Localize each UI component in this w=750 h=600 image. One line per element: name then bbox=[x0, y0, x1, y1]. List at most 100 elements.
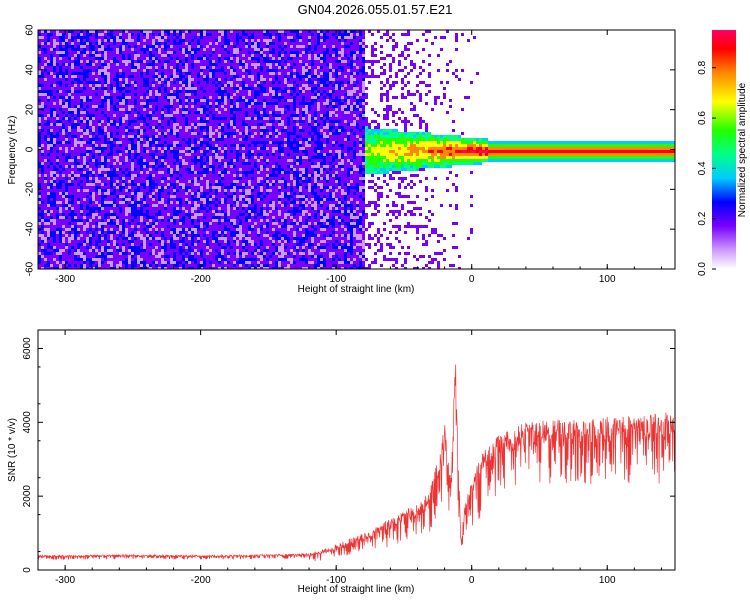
heatmap-cell bbox=[38, 78, 41, 81]
heatmap-cell bbox=[89, 183, 92, 186]
heatmap-cell bbox=[107, 216, 110, 219]
heatmap-cell bbox=[218, 45, 221, 48]
heatmap-cell bbox=[215, 258, 218, 261]
heatmap-cell bbox=[137, 183, 140, 186]
heatmap-cell bbox=[47, 243, 50, 246]
heatmap-cell bbox=[221, 177, 224, 180]
heatmap-cell bbox=[149, 180, 152, 183]
heatmap-cell bbox=[146, 258, 149, 261]
heatmap-cell bbox=[179, 228, 182, 231]
heatmap-cell bbox=[71, 195, 74, 198]
heatmap-cell bbox=[65, 93, 68, 96]
heatmap-cell bbox=[221, 258, 224, 261]
heatmap-cell bbox=[104, 204, 107, 207]
heatmap-cell bbox=[128, 87, 131, 90]
heatmap-cell bbox=[170, 144, 173, 147]
heatmap-cell bbox=[164, 153, 167, 156]
heatmap-cell bbox=[179, 246, 182, 249]
heatmap-cell bbox=[131, 48, 134, 51]
heatmap-cell bbox=[170, 222, 173, 225]
heatmap-cell bbox=[203, 183, 206, 186]
heatmap-cell bbox=[155, 39, 158, 42]
heatmap-cell bbox=[71, 162, 74, 165]
heatmap-cell bbox=[80, 237, 83, 240]
heatmap-cell bbox=[89, 114, 92, 117]
heatmap-cell bbox=[140, 162, 143, 165]
heatmap-cell bbox=[137, 147, 140, 150]
heatmap-cell bbox=[92, 183, 95, 186]
heatmap-cell bbox=[173, 141, 176, 144]
heatmap-cell bbox=[110, 231, 113, 234]
heatmap-cell bbox=[218, 156, 221, 159]
heatmap-cell bbox=[152, 249, 155, 252]
heatmap-cell bbox=[89, 81, 92, 84]
heatmap-cell bbox=[167, 204, 170, 207]
heatmap-cell bbox=[119, 120, 122, 123]
heatmap-cell bbox=[149, 99, 152, 102]
heatmap-cell bbox=[218, 219, 221, 222]
heatmap-cell bbox=[134, 210, 137, 213]
heatmap-cell bbox=[131, 204, 134, 207]
heatmap-cell bbox=[182, 207, 185, 210]
heatmap-cell bbox=[149, 243, 152, 246]
heatmap-cell bbox=[113, 42, 116, 45]
heatmap-cell bbox=[203, 255, 206, 258]
heatmap-cell bbox=[41, 87, 44, 90]
heatmap-cell bbox=[50, 213, 53, 216]
heatmap-cell bbox=[167, 123, 170, 126]
heatmap-cell bbox=[65, 48, 68, 51]
heatmap-cell bbox=[119, 30, 122, 33]
heatmap-cell bbox=[80, 63, 83, 66]
heatmap-cell bbox=[170, 198, 173, 201]
heatmap-cell bbox=[200, 132, 203, 135]
heatmap-cell bbox=[134, 243, 137, 246]
heatmap-cell bbox=[218, 33, 221, 36]
heatmap-cell bbox=[59, 240, 62, 243]
heatmap-cell bbox=[98, 30, 101, 33]
heatmap-cell bbox=[92, 63, 95, 66]
heatmap-cell bbox=[47, 165, 50, 168]
heatmap-cell bbox=[164, 201, 167, 204]
heatmap-cell bbox=[44, 99, 47, 102]
heatmap-cell bbox=[182, 114, 185, 117]
heatmap-cell bbox=[125, 252, 128, 255]
heatmap-cell bbox=[113, 51, 116, 54]
heatmap-cell bbox=[185, 201, 188, 204]
heatmap-cell bbox=[80, 183, 83, 186]
heatmap-cell bbox=[209, 186, 212, 189]
heatmap-cell bbox=[125, 111, 128, 114]
heatmap-cell bbox=[68, 102, 71, 105]
heatmap-cell bbox=[173, 69, 176, 72]
heatmap-cell bbox=[209, 135, 212, 138]
heatmap-cell bbox=[158, 183, 161, 186]
heatmap-cell bbox=[92, 75, 95, 78]
heatmap-cell bbox=[218, 66, 221, 69]
heatmap-cell bbox=[128, 102, 131, 105]
heatmap-cell bbox=[200, 45, 203, 48]
heatmap-cell bbox=[215, 267, 218, 269]
heatmap-cell bbox=[77, 120, 80, 123]
heatmap-cell bbox=[68, 51, 71, 54]
heatmap-cell bbox=[137, 45, 140, 48]
heatmap-cell bbox=[92, 189, 95, 192]
heatmap-cell bbox=[116, 150, 119, 153]
heatmap-cell bbox=[62, 162, 65, 165]
heatmap-cell bbox=[59, 210, 62, 213]
heatmap-cell bbox=[131, 84, 134, 87]
heatmap-cell bbox=[119, 81, 122, 84]
heatmap-cell bbox=[119, 186, 122, 189]
heatmap-cell bbox=[176, 39, 179, 42]
heatmap-cell bbox=[161, 234, 164, 237]
heatmap-cell bbox=[98, 33, 101, 36]
heatmap-cell bbox=[212, 222, 215, 225]
heatmap-cell bbox=[179, 96, 182, 99]
heatmap-cell bbox=[113, 144, 116, 147]
heatmap-cell bbox=[116, 108, 119, 111]
heatmap-cell bbox=[203, 249, 206, 252]
heatmap-cell bbox=[92, 249, 95, 252]
heatmap-cell bbox=[104, 225, 107, 228]
heatmap-cell bbox=[41, 48, 44, 51]
heatmap-cell bbox=[158, 60, 161, 63]
heatmap-cell bbox=[62, 48, 65, 51]
heatmap-cell bbox=[128, 72, 131, 75]
